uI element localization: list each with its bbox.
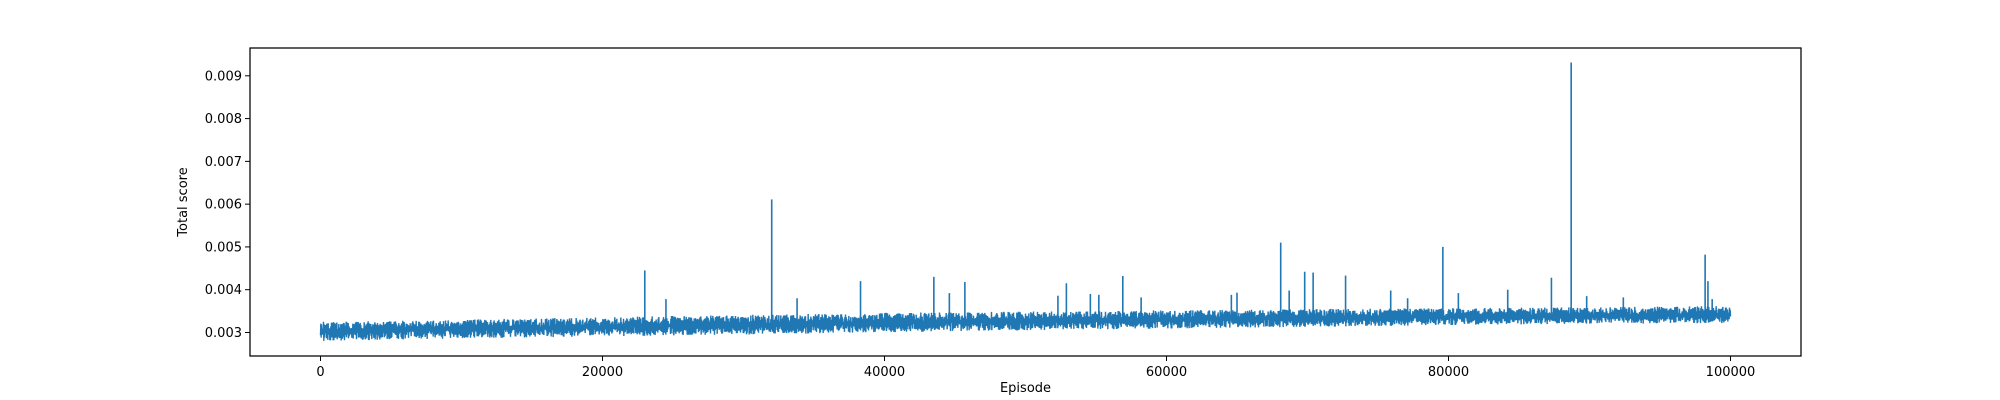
y-tick-label: 0.008 — [205, 112, 242, 127]
x-tick-label: 80000 — [1428, 365, 1469, 380]
x-axis-label: Episode — [1000, 381, 1051, 396]
y-axis-label: Total score — [176, 167, 191, 237]
plot-frame — [249, 47, 1802, 357]
y-tick-label: 0.007 — [205, 155, 242, 170]
x-tick-label: 40000 — [864, 365, 905, 380]
y-tick-label: 0.004 — [205, 283, 242, 298]
x-tick-label: 0 — [316, 365, 324, 380]
y-tick-label: 0.005 — [205, 240, 242, 255]
x-tick-label: 20000 — [582, 365, 623, 380]
y-tick-label: 0.006 — [205, 198, 242, 213]
x-tick-label: 100000 — [1706, 365, 1756, 380]
y-tick-label: 0.003 — [205, 326, 242, 341]
x-tick-label: 60000 — [1146, 365, 1187, 380]
y-axis: 0.003 0.004 0.005 0.006 0.007 0.008 0.009 — [205, 69, 250, 341]
y-tick-label: 0.009 — [205, 69, 242, 84]
series-line — [319, 306, 1732, 341]
x-axis: 0 20000 40000 60000 80000 100000 — [316, 356, 1755, 380]
plot-series — [319, 62, 1732, 341]
